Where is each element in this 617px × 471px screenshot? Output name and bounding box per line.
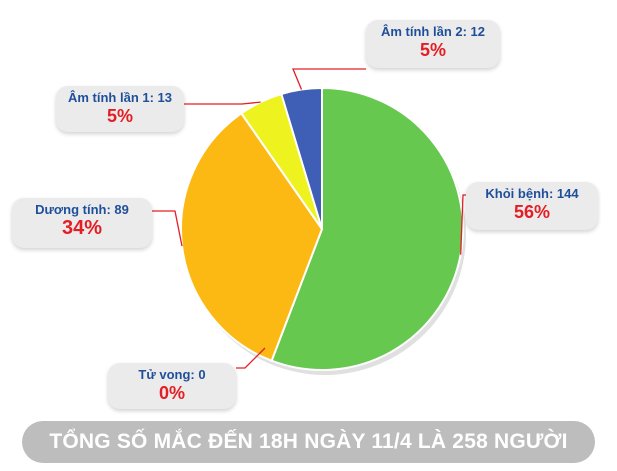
leader-line-tu-vong — [236, 347, 266, 369]
callout-am-tinh-lan-2: Âm tính lần 2: 12 5% — [366, 20, 500, 68]
leader-line-khoi-benh — [460, 194, 466, 255]
percent-khoi-benh: 56% — [513, 202, 551, 222]
callout-am-tinh-lan-1: Âm tính lần 1: 13 5% — [56, 86, 184, 132]
label-tu-vong: Tử vong: 0 — [138, 367, 206, 382]
callout-duong-tinh: Dương tính: 89 34% — [12, 198, 152, 248]
pie-slice-am-tinh-lan-2 — [280, 86, 323, 230]
label-duong-tinh: Dương tính: 89 — [35, 202, 129, 217]
percent-am-tinh-lan-1: 5% — [106, 106, 133, 126]
pie-slice-khoi-benh — [270, 86, 464, 371]
percent-duong-tinh: 34% — [61, 217, 103, 239]
leader-line-duong-tinh — [152, 210, 183, 247]
percent-am-tinh-lan-2: 5% — [419, 40, 446, 60]
label-am-tinh-lan-2: Âm tính lần 2: 12 — [380, 24, 486, 39]
callout-khoi-benh: Khỏi bệnh: 144 56% — [466, 182, 598, 230]
pie-slice-duong-tinh — [180, 111, 324, 362]
label-am-tinh-lan-1: Âm tính lần 1: 13 — [67, 90, 173, 105]
callout-tu-vong: Tử vong: 0 0% — [108, 363, 236, 409]
label-khoi-benh: Khỏi bệnh: 144 — [485, 186, 579, 201]
percent-tu-vong: 0% — [158, 383, 185, 403]
leader-line-am-tinh-lan-1 — [184, 101, 261, 105]
leader-line-am-tinh-lan-2 — [292, 68, 366, 90]
chart-title-banner: TỔNG SỐ MẮC ĐẾN 18H NGÀY 11/4 LÀ 258 NGƯ… — [22, 421, 595, 463]
